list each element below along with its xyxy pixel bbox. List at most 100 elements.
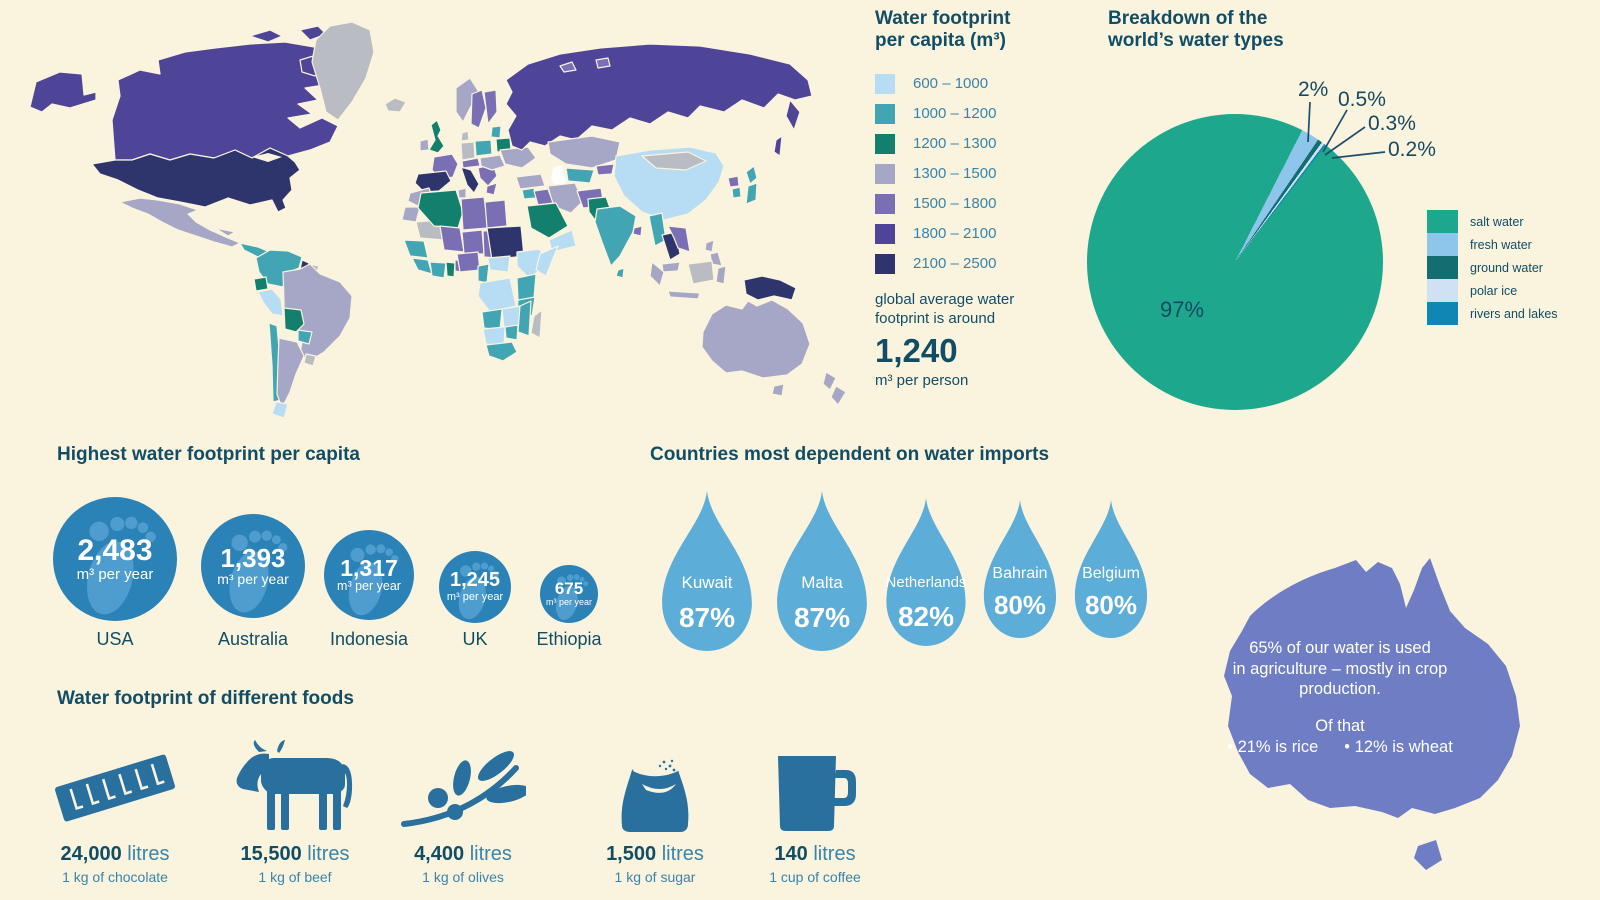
australia-shape-icon	[1224, 558, 1520, 870]
country-cameroon	[477, 263, 490, 284]
legend-swatch	[875, 163, 895, 184]
legend-swatch	[875, 103, 895, 124]
footprint-country-label: USA	[96, 629, 134, 649]
country-uzbekistan	[565, 167, 595, 184]
footprint-country-label: Ethiopia	[536, 629, 602, 649]
footprint-country-label: Indonesia	[329, 629, 409, 649]
oceania	[701, 299, 847, 406]
chocolate-icon	[55, 754, 175, 822]
footprint-value: 2,483	[77, 534, 153, 567]
imports-section-title: Countries most dependent on water import…	[650, 444, 1050, 465]
country-kazakhstan	[547, 135, 621, 169]
country-ukraine	[499, 146, 537, 169]
legend-row: fresh water	[1427, 233, 1558, 256]
country-denmark	[460, 130, 470, 142]
legend-row: rivers and lakes	[1427, 302, 1558, 325]
water-drop-icon	[662, 491, 752, 651]
country-norway	[455, 77, 480, 123]
country-iceland	[384, 97, 407, 113]
country-mongolia	[641, 151, 707, 171]
legend-swatch	[875, 223, 895, 244]
global-average-unit: m³ per person	[875, 372, 969, 390]
footprint-circle-australia: 1,393 m³ per year	[201, 514, 305, 618]
country-bangladesh	[632, 225, 643, 237]
country-libya	[460, 196, 489, 231]
australia-fact-subline: Of that	[1315, 716, 1365, 735]
footprint-circle-uk: 1,245 m³ per year	[439, 551, 511, 623]
country-japan	[745, 165, 758, 205]
country-zimbabwe	[504, 324, 519, 341]
country-greenland	[311, 21, 375, 121]
food-unit: litres	[307, 843, 350, 865]
footprint-unit: m³ per year	[446, 591, 504, 604]
food-label: 1 kg of beef	[258, 869, 332, 885]
footprint-icon	[229, 530, 288, 613]
water-drop-icon	[777, 491, 867, 651]
footprint-unit: m³ per year	[545, 596, 592, 607]
drop-percent: 87%	[793, 602, 851, 634]
legend-row: 600 – 1000	[875, 69, 1090, 99]
legend-row: ground water	[1427, 256, 1558, 279]
footprint-circle-ethiopia: 675 m³ per year	[540, 565, 598, 623]
country-argentina	[276, 337, 305, 409]
footprint-unit: m³ per year	[337, 579, 401, 594]
footprint-icon	[555, 574, 589, 620]
country-dr-congo	[477, 277, 517, 313]
food-unit: litres	[813, 843, 856, 865]
legend-row: polar ice	[1427, 279, 1558, 302]
country-liberia	[411, 257, 433, 275]
map-legend-rows: 600 – 1000 1000 – 1200 1200 – 1300 1300 …	[875, 69, 1090, 279]
europe	[414, 77, 537, 196]
legend-swatch	[875, 193, 895, 214]
drop-country-label: Kuwait	[681, 573, 733, 593]
sugar-sack-icon	[621, 750, 689, 832]
footprint-value: 675	[554, 579, 584, 599]
australia-fact-graphic: 65% of our water is used in agriculture –…	[1150, 556, 1530, 886]
legend-swatch	[875, 73, 895, 94]
north-america	[29, 21, 407, 265]
food-value: 24,000	[60, 843, 122, 865]
pie-leader-lines	[1307, 101, 1386, 159]
country-north-korea	[727, 175, 740, 188]
country-bolivia	[283, 307, 305, 333]
country-mali	[439, 225, 465, 253]
pie-label-polar-ice: 0.3%	[1368, 112, 1416, 135]
central-african-republic	[487, 255, 511, 273]
country-south-korea	[731, 186, 742, 199]
legend-swatch	[1427, 233, 1458, 256]
footprint-unit: m³ per year	[217, 570, 289, 587]
footprint-value: 1,393	[220, 542, 286, 573]
country-malaysia	[661, 261, 681, 273]
foods-section-title: Water footprint of different foods	[57, 688, 354, 709]
country-somalia	[535, 245, 559, 277]
kamchatka	[785, 99, 801, 131]
country-tunisia	[457, 187, 467, 199]
country-germany	[460, 141, 476, 161]
pie-label-salt-water: 97%	[1160, 297, 1205, 322]
pie-circle	[1087, 114, 1383, 410]
legend-row: 1000 – 1200	[875, 99, 1090, 129]
food-item-sugar: 1,500 litres 1 kg of sugar	[565, 733, 745, 885]
country-poland	[474, 139, 493, 157]
water-drop-bahrain: Bahrain 80%	[979, 498, 1061, 638]
country-india	[594, 205, 637, 267]
footprints-section-title: Highest water footprint per capita	[57, 444, 360, 465]
country-syria	[521, 187, 537, 200]
legend-swatch	[1427, 302, 1458, 325]
drop-country-label: Malta	[801, 573, 843, 593]
water-drop-netherlands: Netherlands 82%	[881, 496, 971, 646]
legend-swatch	[875, 253, 895, 274]
water-drop-kuwait: Kuwait 87%	[656, 489, 758, 651]
food-value: 4,400	[414, 843, 465, 865]
country-uk	[428, 119, 445, 154]
pie-label-fresh-water: 2%	[1298, 78, 1329, 101]
legend-row: 1800 – 2100	[875, 219, 1090, 249]
map-legend-title: Water footprint per capita (m³)	[875, 8, 1011, 52]
footprint-value: 1,317	[340, 555, 398, 582]
country-italy	[460, 166, 480, 194]
caspian-sea	[551, 165, 566, 190]
tasmania-shape	[1414, 840, 1442, 870]
drop-percent: 82%	[897, 601, 955, 632]
footprint-unit: m³ per year	[76, 565, 154, 583]
